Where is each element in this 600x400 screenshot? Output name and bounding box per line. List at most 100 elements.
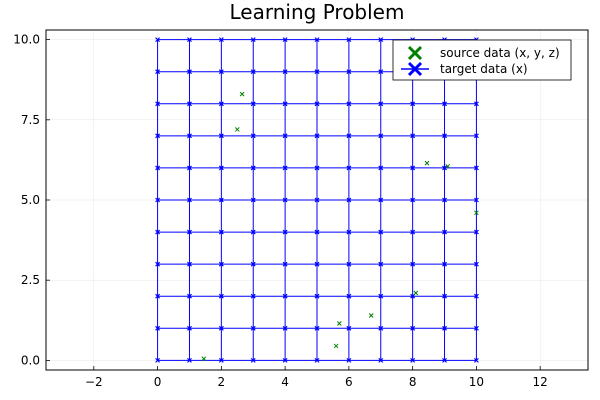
x-tick-label: 2 (218, 375, 226, 389)
target-point (314, 325, 320, 331)
target-point (155, 325, 161, 331)
target-point (282, 133, 288, 139)
marker-stroke (346, 37, 352, 43)
target-point (187, 101, 192, 107)
marker-stroke (346, 133, 352, 139)
target-point (378, 261, 384, 267)
marker-stroke (378, 357, 384, 363)
marker-stroke (442, 101, 447, 107)
target-point (410, 133, 416, 139)
target-point (250, 165, 256, 171)
source-point (333, 343, 339, 349)
marker-stroke (378, 261, 384, 267)
target-point (442, 293, 447, 299)
marker-stroke (314, 325, 320, 331)
marker-stroke (442, 197, 447, 203)
target-point (155, 293, 161, 299)
marker-stroke (155, 133, 161, 139)
target-point (410, 261, 416, 267)
target-point (282, 293, 288, 299)
marker-stroke (473, 197, 479, 203)
marker-stroke (187, 101, 192, 107)
marker-stroke (410, 197, 416, 203)
target-point (346, 293, 352, 299)
x-tick-label: 12 (533, 375, 548, 389)
marker-stroke (250, 357, 256, 363)
target-point (187, 37, 192, 43)
marker-stroke (314, 133, 320, 139)
target-point (410, 197, 416, 203)
marker-stroke (442, 261, 447, 267)
target-point (346, 197, 352, 203)
source-data-layer (201, 91, 479, 362)
marker-stroke (314, 37, 320, 43)
marker-stroke (282, 325, 288, 331)
marker-stroke (187, 261, 192, 267)
target-point (314, 261, 320, 267)
marker-stroke (282, 133, 288, 139)
target-point (282, 229, 288, 235)
target-point (378, 357, 384, 363)
target-point (378, 133, 384, 139)
marker-stroke (250, 69, 256, 75)
marker-stroke (155, 229, 161, 235)
target-point (442, 325, 447, 331)
marker-stroke (314, 165, 320, 171)
target-point (218, 357, 224, 363)
marker-stroke (187, 165, 192, 171)
marker-stroke (282, 261, 288, 267)
marker-stroke (218, 197, 224, 203)
x-tick-label: −2 (85, 375, 103, 389)
target-point (187, 165, 192, 171)
marker-stroke (314, 101, 320, 107)
marker-stroke (410, 101, 416, 107)
target-point (218, 37, 224, 43)
target-point (346, 133, 352, 139)
target-point (442, 197, 447, 203)
target-point (155, 165, 161, 171)
target-point (378, 325, 384, 331)
marker-stroke (201, 356, 207, 362)
target-point (410, 229, 416, 235)
target-point (314, 69, 320, 75)
marker-stroke (155, 165, 161, 171)
marker-stroke (410, 325, 416, 331)
marker-stroke (368, 313, 374, 318)
y-tick-label: 10.0 (13, 33, 40, 47)
marker-stroke (187, 69, 192, 75)
marker-stroke (333, 343, 339, 349)
legend-source-marker (407, 45, 423, 61)
target-point (155, 229, 161, 235)
marker-stroke (442, 325, 447, 331)
target-point (282, 197, 288, 203)
target-point (187, 197, 192, 203)
target-point (410, 101, 416, 107)
marker-stroke (346, 261, 352, 267)
target-point (155, 37, 161, 43)
target-point (410, 325, 416, 331)
marker-stroke (424, 160, 430, 166)
marker-stroke (473, 261, 479, 267)
target-point (346, 325, 352, 331)
target-point (218, 229, 224, 235)
marker-stroke (155, 357, 161, 363)
x-tick-label: 8 (409, 375, 417, 389)
target-point (346, 261, 352, 267)
x-tick-label: 6 (345, 375, 353, 389)
source-point (474, 210, 479, 216)
marker-stroke (155, 293, 161, 299)
marker-stroke (442, 293, 447, 299)
target-point (314, 101, 320, 107)
marker-stroke (218, 165, 224, 171)
marker-stroke (410, 229, 416, 235)
target-point (218, 197, 224, 203)
marker-stroke (314, 261, 320, 267)
target-point (473, 101, 479, 107)
marker-stroke (282, 357, 288, 363)
marker-stroke (407, 61, 423, 77)
marker-stroke (218, 101, 224, 107)
marker-stroke (250, 325, 256, 331)
source-point (424, 160, 430, 166)
marker-stroke (250, 133, 256, 139)
target-point (218, 133, 224, 139)
